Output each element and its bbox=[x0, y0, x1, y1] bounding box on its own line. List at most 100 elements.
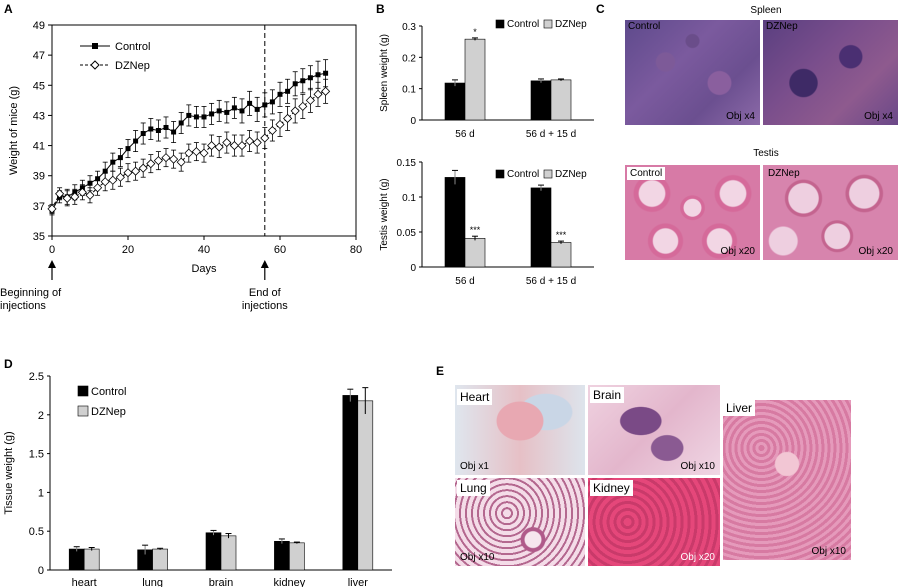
x-axis-title: Days bbox=[191, 263, 217, 275]
data-point-dznep bbox=[93, 183, 103, 193]
y-tick-label: 37 bbox=[33, 201, 45, 213]
panel-label-e: E bbox=[436, 364, 445, 378]
y-tick-label: 0.5 bbox=[29, 526, 44, 538]
data-point-control bbox=[323, 70, 329, 76]
bar-dznep bbox=[357, 400, 374, 571]
data-point-control bbox=[148, 126, 154, 132]
bar-dznep bbox=[152, 548, 168, 571]
significance-marker: * bbox=[473, 27, 477, 37]
category-label: 56 d bbox=[455, 129, 474, 140]
panel-label-b: B bbox=[376, 2, 385, 16]
data-point-dznep bbox=[85, 190, 95, 200]
legend-marker-control bbox=[92, 43, 98, 49]
spleen-control-label: Control bbox=[628, 21, 661, 32]
y-tick-label: 2.5 bbox=[29, 371, 44, 383]
x-tick-label: 60 bbox=[274, 244, 286, 256]
category-label: 56 d bbox=[455, 276, 474, 285]
heart-obj: Obj x1 bbox=[460, 461, 489, 472]
legend-label-dznep: DZNep bbox=[555, 19, 587, 30]
data-point-control bbox=[247, 100, 253, 106]
data-point-control bbox=[133, 138, 139, 144]
y-tick-label: 39 bbox=[33, 171, 45, 183]
data-point-dznep bbox=[321, 86, 331, 96]
category-label: 56 d + 15 d bbox=[526, 276, 576, 285]
data-point-control bbox=[193, 114, 199, 120]
testis-dznep-image: DZNep Obj x20 bbox=[763, 165, 898, 260]
y-tick-label: 2 bbox=[38, 410, 44, 422]
annotation-text: End of bbox=[249, 287, 282, 299]
heart-image: Heart Obj x1 bbox=[455, 385, 585, 475]
legend-marker-dznep bbox=[90, 60, 100, 70]
legend-swatch-control bbox=[495, 169, 505, 179]
data-point-dznep bbox=[305, 95, 315, 105]
data-point-dznep bbox=[313, 89, 323, 99]
data-point-control bbox=[315, 72, 321, 78]
bar-dznep bbox=[83, 548, 100, 571]
y-tick-label: 45 bbox=[33, 80, 45, 92]
x-tick-label: 20 bbox=[122, 244, 134, 256]
annotation-text: Beginning of bbox=[0, 287, 62, 299]
data-point-control bbox=[224, 109, 230, 115]
data-point-dznep bbox=[123, 168, 133, 178]
kidney-obj: Obj x20 bbox=[680, 552, 715, 563]
data-point-dznep bbox=[138, 163, 148, 173]
legend-swatch-dznep bbox=[543, 169, 553, 179]
y-tick-label: 0.1 bbox=[402, 193, 416, 204]
panel-label-d: D bbox=[4, 357, 13, 371]
testis-dznep-obj: Obj x20 bbox=[858, 246, 893, 257]
data-point-dznep bbox=[108, 175, 118, 185]
data-point-dznep bbox=[70, 192, 80, 202]
data-point-control bbox=[269, 99, 275, 105]
significance-marker: *** bbox=[556, 230, 567, 240]
liver-label: Liver bbox=[723, 400, 756, 416]
data-point-dznep bbox=[55, 189, 65, 199]
data-point-control bbox=[201, 114, 207, 120]
bar-control bbox=[444, 177, 466, 268]
y-tick-label: 0 bbox=[38, 565, 44, 577]
data-point-control bbox=[155, 128, 161, 133]
y-axis-title: Tissue weight (g) bbox=[3, 431, 15, 514]
y-tick-label: 47 bbox=[33, 50, 45, 62]
bar-control bbox=[530, 80, 552, 121]
legend-label-dznep: DZNep bbox=[91, 406, 126, 418]
y-tick-label: 1.5 bbox=[29, 449, 44, 461]
data-point-control bbox=[209, 111, 215, 117]
data-point-dznep bbox=[146, 159, 156, 169]
bar-control bbox=[68, 548, 85, 571]
data-point-control bbox=[102, 168, 108, 174]
y-tick-label: 43 bbox=[33, 110, 45, 122]
legend-swatch-control bbox=[77, 385, 89, 397]
data-point-control bbox=[95, 176, 101, 182]
x-tick-label: 80 bbox=[350, 244, 362, 256]
category-label: 56 d + 15 d bbox=[526, 129, 576, 140]
data-point-control bbox=[178, 120, 184, 126]
legend-label-control: Control bbox=[507, 169, 539, 180]
y-tick-label: 0.15 bbox=[397, 158, 417, 169]
bar-control bbox=[274, 540, 290, 571]
legend-label-control: Control bbox=[115, 41, 150, 53]
data-point-dznep bbox=[100, 177, 110, 187]
brain-image: Brain Obj x10 bbox=[588, 385, 720, 475]
bar-control bbox=[342, 395, 359, 571]
data-point-control bbox=[163, 124, 169, 130]
bar-control bbox=[530, 187, 552, 268]
data-point-dznep bbox=[267, 125, 277, 136]
y-tick-label: 0.3 bbox=[402, 22, 416, 33]
y-tick-label: 41 bbox=[33, 141, 45, 153]
data-point-control bbox=[125, 146, 131, 152]
legend-label-dznep: DZNep bbox=[115, 60, 150, 72]
annotation-arrow-head bbox=[260, 260, 269, 268]
bar-dznep bbox=[550, 79, 572, 121]
data-point-dznep bbox=[191, 147, 201, 157]
data-point-dznep bbox=[298, 101, 308, 111]
data-point-control bbox=[285, 88, 291, 94]
y-axis-title: Testis weight (g) bbox=[379, 178, 390, 250]
bar-dznep bbox=[289, 542, 305, 571]
testis-control-label: Control bbox=[627, 167, 666, 180]
series-line-control bbox=[51, 72, 326, 211]
legend-swatch-dznep bbox=[543, 19, 553, 29]
category-label: kidney bbox=[274, 577, 306, 587]
spleen-dznep-obj: Obj x4 bbox=[864, 111, 893, 122]
data-point-dznep bbox=[214, 142, 224, 152]
y-axis-title: Spleen weight (g) bbox=[379, 34, 390, 112]
